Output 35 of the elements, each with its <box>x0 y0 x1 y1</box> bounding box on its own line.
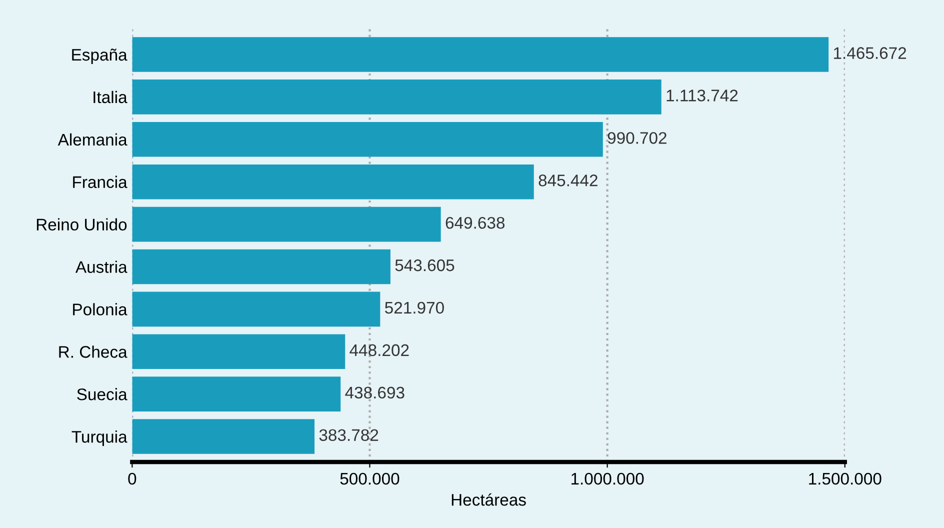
data-label: 521.970 <box>385 302 444 314</box>
x-tick-label: 1.000.000 <box>572 472 644 485</box>
data-label: 845.442 <box>538 174 598 186</box>
data-label: 543.605 <box>395 259 454 272</box>
y-tick-label: R. Checa <box>59 346 128 358</box>
bar <box>132 122 603 157</box>
data-label: 990.702 <box>608 132 666 144</box>
bar <box>132 164 534 200</box>
y-tick-label: Turquia <box>72 430 128 446</box>
x-tick-label: 0 <box>128 472 136 485</box>
y-tick-label: España <box>72 48 128 64</box>
data-label: 438.693 <box>345 386 404 399</box>
y-tick-label: Alemania <box>58 133 128 146</box>
bar <box>132 80 662 114</box>
y-tick-label: Italia <box>94 90 128 104</box>
y-tick-label: Francia <box>73 176 128 188</box>
data-label: 649.638 <box>446 216 505 229</box>
bar <box>132 376 341 412</box>
bar <box>132 37 829 72</box>
x-axis-title: Hectáreas <box>452 493 526 506</box>
bar <box>132 419 315 454</box>
y-tick-label: Polonia <box>73 303 128 316</box>
x-tick-label: 1.500.000 <box>809 472 882 485</box>
data-label: 383.782 <box>319 429 378 442</box>
y-tick-label: Reino Unido <box>36 218 127 230</box>
bar <box>132 292 380 327</box>
data-label: 448.202 <box>350 344 409 356</box>
bar <box>132 206 441 242</box>
data-label: 1.113.742 <box>666 90 738 102</box>
x-tick-label: 500.000 <box>340 472 400 485</box>
bar <box>132 334 346 370</box>
bar <box>132 249 390 284</box>
y-tick-label: Austria <box>75 260 128 273</box>
data-label: 1.465.672 <box>834 47 906 59</box>
y-tick-label: Suecia <box>77 388 128 400</box>
